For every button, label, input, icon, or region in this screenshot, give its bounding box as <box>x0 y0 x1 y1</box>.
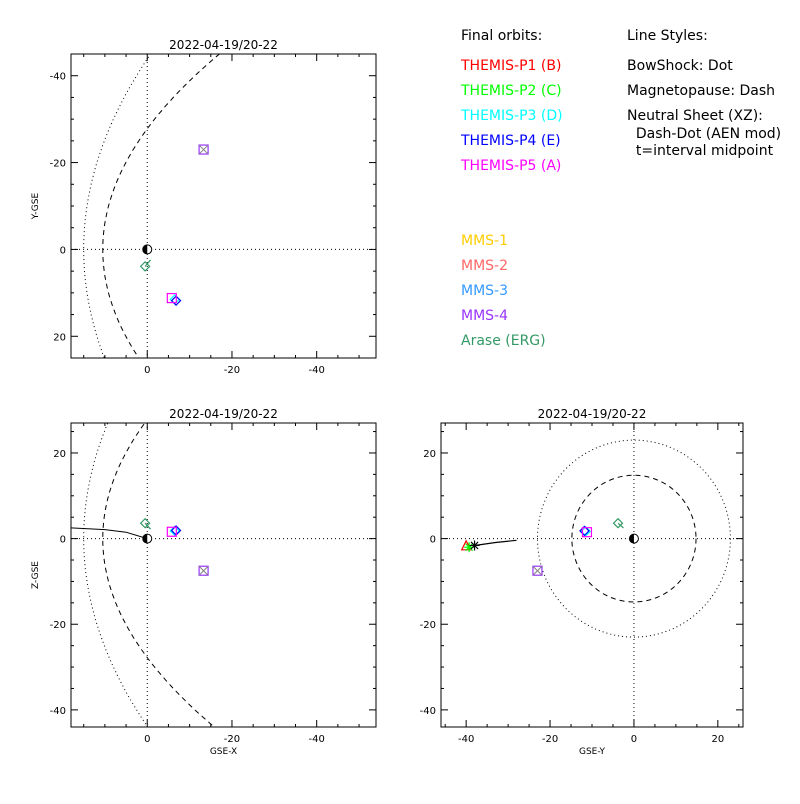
x-tick-label: 0 <box>631 734 637 745</box>
legend-mms-2: MMS-2 <box>461 258 509 274</box>
panel-plot-area <box>71 423 376 727</box>
themis-p5-marker <box>166 526 177 537</box>
panel-plot-area <box>71 54 376 358</box>
bow-shock-circle <box>536 439 731 638</box>
arase-track <box>144 259 152 267</box>
x-tick-label: 0 <box>144 365 150 376</box>
x-axis-label: GSE-Y <box>579 747 606 757</box>
legend-mms-1: MMS-1 <box>461 233 509 249</box>
neutral-sheet-curve <box>71 527 148 540</box>
y-tick-label: 20 <box>423 449 436 460</box>
bow-shock-curve <box>83 423 149 727</box>
mms-4-marker <box>198 144 209 155</box>
moon-track <box>474 539 517 547</box>
line-style-dash-dot: Dash-Dot (AEN mod) <box>627 126 782 142</box>
arase-marker <box>139 261 151 272</box>
legend-themis-p5: THEMIS-P5 (A) <box>461 158 562 174</box>
earth-night-side <box>142 534 148 544</box>
themis-p4-marker <box>579 525 590 537</box>
themis-p4-marker <box>170 295 182 307</box>
x-tick-label: -40 <box>309 365 325 376</box>
panel-title: 2022-04-19/20-22 <box>169 38 278 52</box>
x-tick-label: -20 <box>542 734 558 745</box>
legend-themis-p4: THEMIS-P4 (E) <box>461 133 561 149</box>
x-tick-label: -20 <box>224 365 240 376</box>
panel-1: 0 -20 -40 -40 -20 0 20 2022-04-19/20-22 Y-GSE <box>31 38 377 376</box>
themis-p2-marker <box>464 542 475 553</box>
moon-marker <box>469 540 480 551</box>
panel-title: 2022-04-19/20-22 <box>538 407 647 421</box>
legend-mms-4: MMS-4 <box>461 308 509 324</box>
arase-marker <box>139 517 151 529</box>
mms-4-marker-x2 <box>198 565 209 576</box>
panel-3: -40 -20 0 20 20 0 -20 -40 2022-04-19/20-22 GSE-Y <box>420 407 744 757</box>
mms-4-marker-x2 <box>532 565 543 576</box>
y-tick-label: 20 <box>53 332 66 343</box>
legend-themis-p1: THEMIS-P1 (B) <box>461 58 562 74</box>
mms-4-marker-box <box>532 565 543 576</box>
x-tick-label: 20 <box>711 734 724 745</box>
y-tick-label: -40 <box>420 706 436 717</box>
axes-frame <box>70 422 377 728</box>
x-tick-label: 0 <box>144 734 150 745</box>
y-tick-label: 0 <box>430 535 436 546</box>
themis-p5-marker-box <box>581 527 593 538</box>
line-style-magnetopause: Magnetopause: Dash <box>627 83 776 99</box>
axes-frame <box>70 53 377 359</box>
earth-night-side <box>142 244 148 254</box>
panel-2: 0 -20 -40 20 0 -20 -40 2022-04-19/20-22 GSE-X Z-G… <box>31 407 377 757</box>
moon-marker-arm-3 <box>470 541 479 550</box>
magnetopause-circle <box>571 474 697 603</box>
themis-p2-marker-arm-3 <box>465 543 474 552</box>
earth-icon <box>142 244 153 255</box>
y-tick-label: 0 <box>60 245 66 256</box>
legend-mms-3: MMS-3 <box>461 283 509 299</box>
y-tick-label: -20 <box>420 620 436 631</box>
line-styles-title: Line Styles: <box>627 28 708 44</box>
y-axis-label: Y-GSE <box>31 193 41 221</box>
line-style-neutral-sheet: Neutral Sheet (XZ): <box>627 108 763 124</box>
legend-themis-p3: THEMIS-P3 (D) <box>461 108 563 124</box>
themis-p5-marker <box>581 527 593 538</box>
y-tick-label: -40 <box>50 72 66 83</box>
line-style-interval: t=interval midpoint <box>627 143 774 159</box>
mms-4-marker <box>198 565 209 576</box>
themis-p5-marker-box <box>166 292 177 304</box>
y-axis-label: Z-GSE <box>31 561 41 589</box>
earth-night-side <box>629 534 634 544</box>
legend-arase: Arase (ERG) <box>461 333 546 349</box>
bow-shock-curve <box>83 54 152 358</box>
arase-marker <box>612 517 624 529</box>
y-tick-label: 20 <box>53 449 66 460</box>
x-tick-label: -40 <box>309 734 325 745</box>
x-tick-label: -40 <box>458 734 474 745</box>
mms-4-marker-box <box>198 565 209 576</box>
mms-4-marker-box <box>198 144 209 155</box>
mms-4-marker <box>532 565 543 576</box>
line-style-bowshock: BowShock: Dot <box>627 58 733 74</box>
mms-4-marker-x2 <box>198 144 209 155</box>
x-tick-label: -20 <box>224 734 240 745</box>
y-tick-label: -20 <box>50 620 66 631</box>
arase-track <box>144 522 152 530</box>
earth-icon <box>628 533 639 544</box>
panel-title: 2022-04-19/20-22 <box>169 407 278 421</box>
x-axis-label: GSE-X <box>210 747 237 757</box>
axes-frame <box>440 422 744 728</box>
y-tick-label: -40 <box>50 706 66 717</box>
earth-icon <box>142 533 153 544</box>
legend-themis-p2: THEMIS-P2 (C) <box>461 83 562 99</box>
final-orbits-title: Final orbits: <box>461 28 543 44</box>
y-tick-label: 0 <box>60 535 66 546</box>
magnetopause-curve <box>102 54 221 358</box>
panel-plot-area <box>441 423 743 727</box>
themis-p5-marker-box <box>166 526 177 537</box>
y-tick-label: -20 <box>50 159 66 170</box>
themis-p5-marker <box>166 292 177 304</box>
